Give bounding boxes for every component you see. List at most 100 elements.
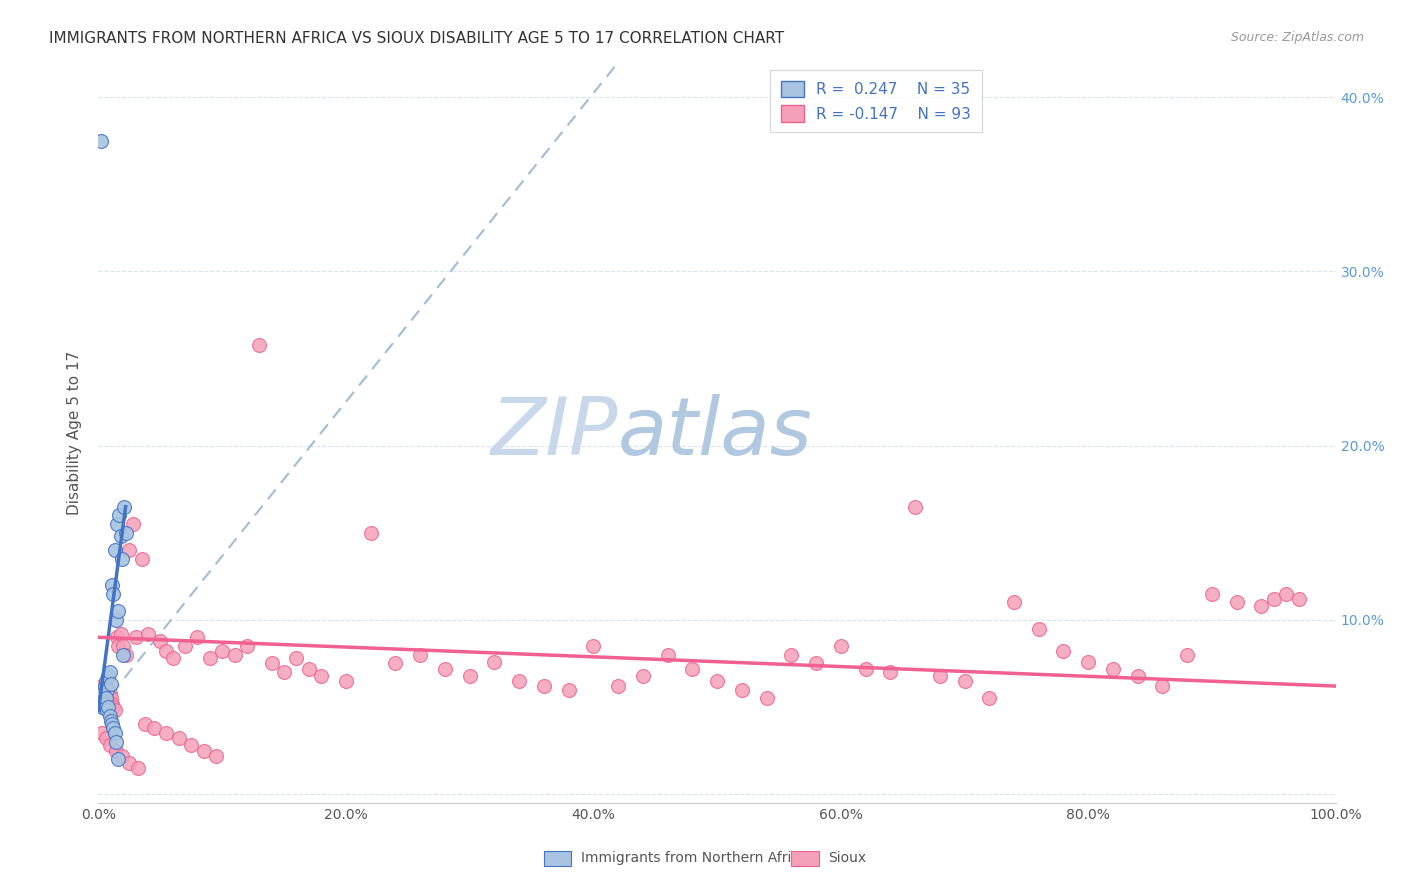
Point	[93, 695, 115, 709]
Point	[114, 648, 136, 662]
Point	[458, 668, 481, 682]
Point	[103, 726, 125, 740]
Point	[205, 748, 228, 763]
Text: IMMIGRANTS FROM NORTHERN AFRICA VS SIOUX DISABILITY AGE 5 TO 17 CORRELATION CHAR: IMMIGRANTS FROM NORTHERN AFRICA VS SIOUX…	[49, 31, 785, 46]
Point	[928, 668, 950, 682]
Point	[103, 703, 125, 717]
Point	[149, 633, 172, 648]
Point	[107, 752, 129, 766]
Point	[879, 665, 901, 680]
Point	[122, 517, 145, 532]
Point	[100, 691, 122, 706]
Point	[804, 657, 827, 671]
Point	[97, 700, 120, 714]
Point	[100, 677, 122, 691]
Point	[103, 700, 125, 714]
Point	[384, 657, 406, 671]
Point	[112, 648, 135, 662]
Text: Source: ZipAtlas.com: Source: ZipAtlas.com	[1230, 31, 1364, 45]
Point	[298, 662, 321, 676]
Point	[90, 691, 112, 706]
Point	[1201, 587, 1223, 601]
Point	[533, 679, 555, 693]
Point	[105, 517, 128, 532]
Point	[127, 761, 149, 775]
Point	[167, 731, 190, 746]
Point	[285, 651, 308, 665]
Point	[409, 648, 432, 662]
Point	[174, 639, 197, 653]
Point	[112, 500, 135, 514]
Point	[1002, 595, 1025, 609]
Point	[755, 691, 778, 706]
Point	[104, 743, 127, 757]
Point	[1152, 679, 1174, 693]
Point	[94, 673, 117, 688]
Point	[103, 721, 125, 735]
Point	[98, 686, 121, 700]
Point	[143, 721, 166, 735]
Point	[90, 691, 112, 706]
Point	[953, 673, 976, 688]
Point	[979, 691, 1001, 706]
Point	[681, 662, 703, 676]
Point	[731, 682, 754, 697]
Point	[100, 714, 122, 728]
Point	[101, 578, 124, 592]
Point	[508, 673, 530, 688]
Point	[131, 552, 153, 566]
Point	[112, 639, 135, 653]
Point	[104, 735, 127, 749]
Point	[1263, 592, 1285, 607]
Point	[433, 662, 456, 676]
Point	[1126, 668, 1149, 682]
Point	[114, 525, 136, 540]
Point	[118, 543, 141, 558]
Point	[224, 648, 246, 662]
Point	[582, 639, 605, 653]
Text: Sioux: Sioux	[828, 851, 866, 865]
Point	[236, 639, 259, 653]
Point	[94, 691, 117, 706]
Point	[186, 630, 208, 644]
Point	[107, 639, 129, 653]
Point	[110, 529, 132, 543]
Point	[91, 679, 114, 693]
Point	[1077, 655, 1099, 669]
Point	[260, 657, 283, 671]
Point	[309, 668, 332, 682]
Point	[657, 648, 679, 662]
Point	[96, 682, 118, 697]
Point	[211, 644, 233, 658]
Point	[105, 630, 128, 644]
Point	[360, 525, 382, 540]
Point	[136, 627, 159, 641]
Point	[247, 337, 270, 351]
Point	[1226, 595, 1249, 609]
Point	[104, 613, 127, 627]
Point	[94, 731, 117, 746]
Text: ZIP: ZIP	[491, 393, 619, 472]
Point	[706, 673, 728, 688]
Point	[111, 748, 134, 763]
Point	[1250, 599, 1272, 613]
Point	[96, 703, 118, 717]
Point	[98, 665, 121, 680]
Point	[91, 682, 114, 697]
Legend: R =  0.247    N = 35, R = -0.147    N = 93: R = 0.247 N = 35, R = -0.147 N = 93	[770, 70, 981, 132]
Point	[631, 668, 654, 682]
Point	[103, 543, 125, 558]
Y-axis label: Disability Age 5 to 17: Disability Age 5 to 17	[67, 351, 83, 515]
Point	[103, 587, 125, 601]
Text: atlas: atlas	[619, 393, 813, 472]
Point	[134, 717, 156, 731]
Point	[484, 655, 506, 669]
Point	[98, 739, 121, 753]
Point	[110, 627, 132, 641]
Point	[1102, 662, 1125, 676]
Point	[101, 697, 124, 711]
Point	[94, 691, 117, 706]
Point	[98, 708, 121, 723]
Point	[93, 686, 115, 700]
Point	[91, 700, 114, 714]
